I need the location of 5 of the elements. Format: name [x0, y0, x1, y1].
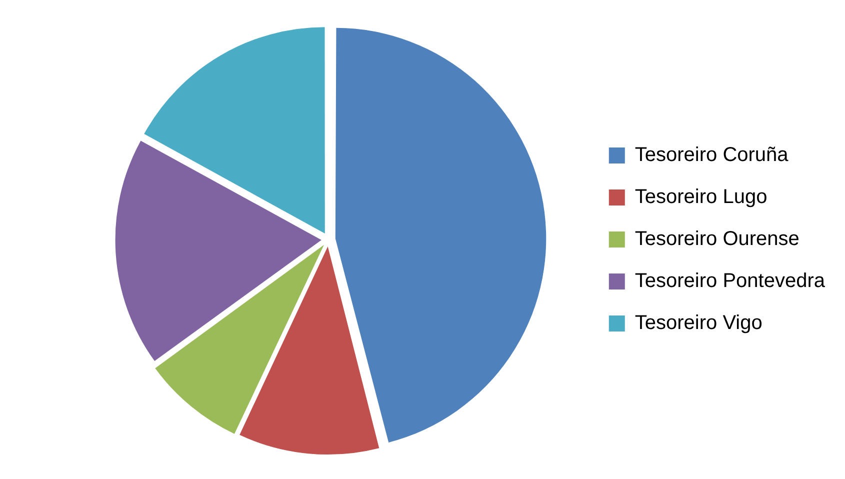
legend-label: Tesoreiro Ourense	[634, 228, 800, 250]
legend-label: Tesoreiro Lugo	[634, 186, 768, 208]
legend-label: Tesoreiro Vigo	[634, 312, 762, 334]
legend-label: Tesoreiro Pontevedra	[634, 270, 826, 292]
legend-label: Tesoreiro Coruña	[634, 144, 790, 166]
